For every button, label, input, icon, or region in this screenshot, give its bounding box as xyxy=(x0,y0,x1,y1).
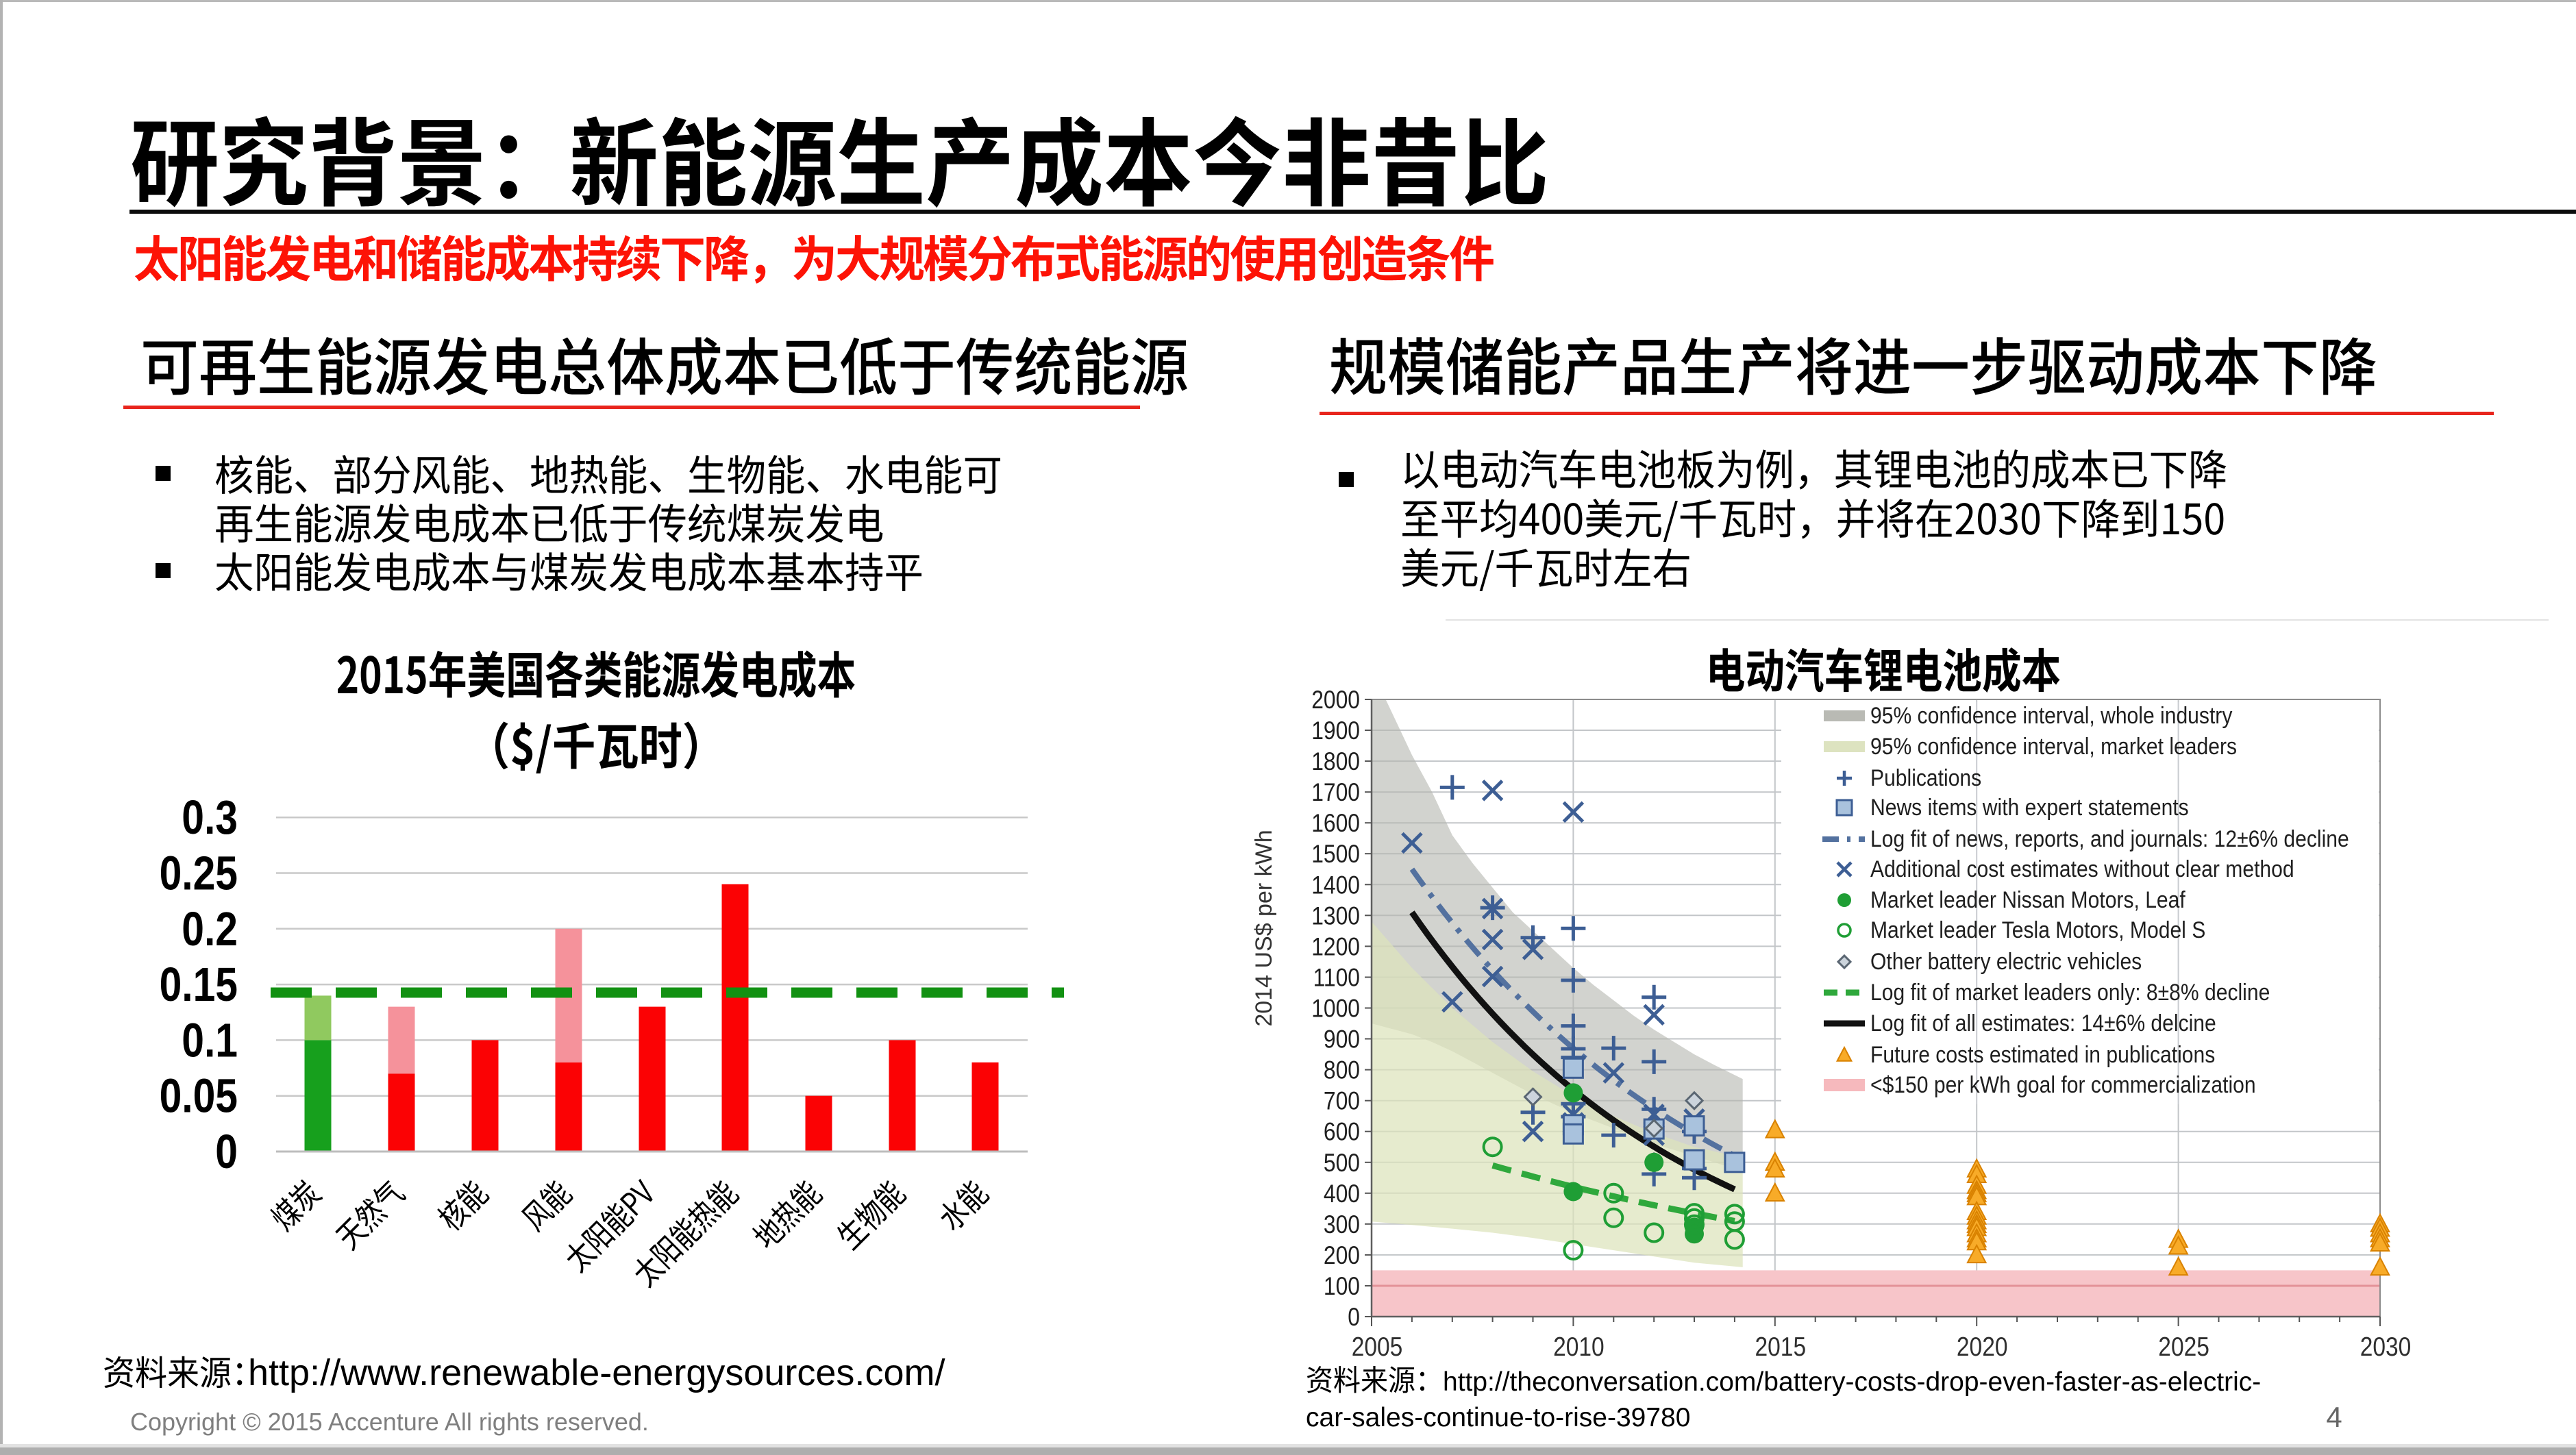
svg-text:400: 400 xyxy=(1324,1180,1360,1208)
svg-text:0: 0 xyxy=(215,1124,238,1178)
svg-text:4: 4 xyxy=(2326,1401,2342,1433)
svg-text:0.05: 0.05 xyxy=(160,1069,238,1123)
svg-text:Log fit of market leaders only: Log fit of market leaders only: 8±8% dec… xyxy=(1870,979,2270,1005)
svg-text:100: 100 xyxy=(1324,1273,1360,1301)
svg-text:2014 US$ per kWh: 2014 US$ per kWh xyxy=(1251,830,1277,1026)
svg-text:1200: 1200 xyxy=(1311,933,1360,961)
svg-text:600: 600 xyxy=(1324,1119,1360,1147)
svg-text:1600: 1600 xyxy=(1311,810,1360,838)
svg-text:1000: 1000 xyxy=(1311,995,1360,1023)
svg-text:2025: 2025 xyxy=(2158,1332,2209,1362)
svg-text:http://www.renewable-energysou: http://www.renewable-energysources.com/ xyxy=(248,1352,945,1393)
svg-text:900: 900 xyxy=(1324,1025,1360,1054)
svg-text:Additional cost estimates with: Additional cost estimates without clear … xyxy=(1870,856,2294,882)
svg-text:1800: 1800 xyxy=(1311,748,1360,776)
svg-text:200: 200 xyxy=(1324,1242,1360,1270)
svg-text:1900: 1900 xyxy=(1311,717,1360,745)
svg-text:500: 500 xyxy=(1324,1149,1360,1178)
svg-text:Other battery electric vehicle: Other battery electric vehicles xyxy=(1870,948,2142,974)
svg-text:Log fit of news, reports, and: Log fit of news, reports, and journals: … xyxy=(1870,825,2349,851)
svg-text:2030: 2030 xyxy=(2360,1332,2412,1362)
svg-text:Market leader Tesla Motors, Mo: Market leader Tesla Motors, Model S xyxy=(1870,917,2205,943)
svg-text:0.2: 0.2 xyxy=(182,901,238,956)
svg-text:800: 800 xyxy=(1324,1056,1360,1084)
svg-text:http://theconversation.com/bat: http://theconversation.com/battery-costs… xyxy=(1443,1367,2261,1397)
svg-text:Copyright © 2015 Accenture Al: Copyright © 2015 Accenture All rights re… xyxy=(130,1408,649,1436)
svg-text:2000: 2000 xyxy=(1311,686,1360,714)
svg-text:Future costs estimated in publ: Future costs estimated in publications xyxy=(1870,1041,2215,1067)
svg-text:2020: 2020 xyxy=(1957,1332,2008,1362)
svg-text:1100: 1100 xyxy=(1313,964,1360,992)
svg-text:2015: 2015 xyxy=(1755,1332,1807,1362)
svg-text:car-sales-continue-to-rise-397: car-sales-continue-to-rise-39780 xyxy=(1306,1403,1690,1432)
svg-text:95% confidence interval, whole: 95% confidence interval, whole industry xyxy=(1870,702,2232,728)
svg-text:Publications: Publications xyxy=(1870,764,1981,791)
svg-text:0.3: 0.3 xyxy=(182,790,238,844)
svg-text:0.1: 0.1 xyxy=(182,1013,238,1067)
svg-text:0: 0 xyxy=(1348,1304,1360,1332)
svg-text:1300: 1300 xyxy=(1311,902,1360,930)
svg-text:1700: 1700 xyxy=(1311,779,1360,807)
svg-text:95% confidence interval, marke: 95% confidence interval, market leaders xyxy=(1870,733,2237,759)
svg-text:1400: 1400 xyxy=(1311,871,1360,899)
svg-text:News items with expert stateme: News items with expert statements xyxy=(1870,794,2189,820)
svg-text:0.25: 0.25 xyxy=(160,846,238,900)
svg-text:300: 300 xyxy=(1324,1211,1360,1239)
svg-text:2010: 2010 xyxy=(1553,1332,1605,1362)
svg-text:Log fit of all estimates: 14±6: Log fit of all estimates: 14±6% delcine xyxy=(1870,1010,2216,1036)
svg-text:1500: 1500 xyxy=(1311,841,1360,869)
svg-text:Market leader Nissan Motors, L: Market leader Nissan Motors, Leaf xyxy=(1870,886,2185,912)
svg-text:700: 700 xyxy=(1324,1088,1360,1116)
svg-text:2005: 2005 xyxy=(1352,1332,1403,1362)
svg-text:0.15: 0.15 xyxy=(160,957,238,1011)
svg-text:<$150 per kWh goal for commerc: <$150 per kWh goal for commercialization xyxy=(1870,1071,2256,1097)
